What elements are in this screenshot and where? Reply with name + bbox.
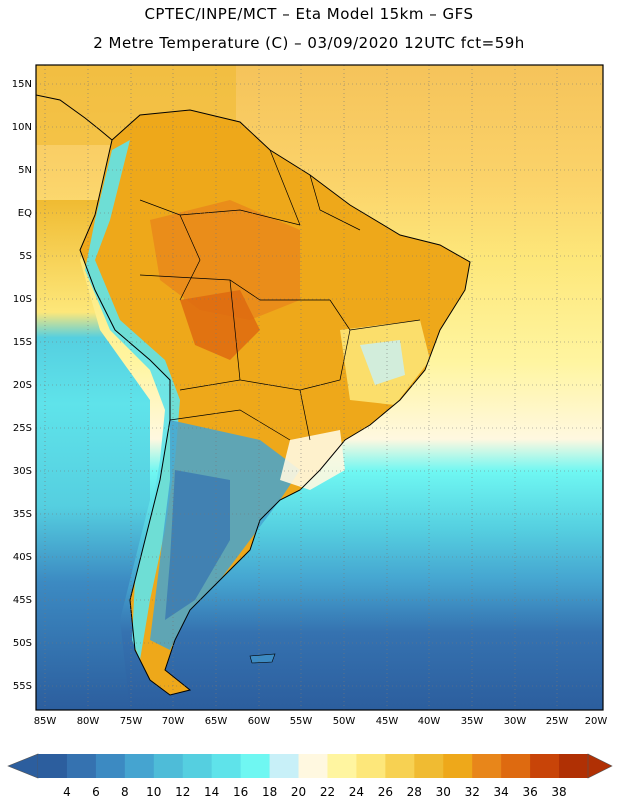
lon-label: 40W — [418, 716, 441, 727]
lon-label: 55W — [290, 716, 313, 727]
lat-label: EQ — [18, 208, 32, 219]
map-frame — [35, 64, 604, 711]
country-borders — [139, 149, 421, 441]
colorbar-label: 14 — [204, 785, 219, 799]
colorbar-swatch — [356, 754, 386, 778]
lat-label: 40S — [13, 552, 32, 563]
coastline — [79, 109, 471, 696]
colorbar-label: 24 — [349, 785, 364, 799]
lon-label: 80W — [77, 716, 100, 727]
colorbar-swatch — [298, 754, 328, 778]
colorbar-swatch — [385, 754, 415, 778]
colorbar-swatch — [559, 754, 589, 778]
lat-label: 15S — [13, 337, 32, 348]
colorbar-arrow-high — [587, 753, 613, 779]
lat-label: 55S — [13, 681, 32, 692]
lat-label: 5N — [18, 165, 32, 176]
lon-label: 75W — [120, 716, 143, 727]
falkland-islands — [249, 653, 276, 664]
lat-label: 35S — [13, 509, 32, 520]
pacific-field — [36, 200, 150, 710]
colorbar-swatch — [66, 754, 97, 778]
lon-label: 20W — [585, 716, 608, 727]
colorbar-label: 6 — [92, 785, 100, 799]
lon-label: 45W — [376, 716, 399, 727]
colorbar-swatch — [530, 754, 560, 778]
colorbar-label: 38 — [551, 785, 566, 799]
colorbar-label: 28 — [407, 785, 422, 799]
southeast-brazil-cool-zone — [360, 340, 405, 385]
lon-label: 65W — [205, 716, 228, 727]
colorbar-label: 16 — [233, 785, 248, 799]
lat-label: 30S — [13, 466, 32, 477]
colorbar-label: 26 — [378, 785, 393, 799]
lat-label: 15N — [12, 79, 32, 90]
title-line-2: 2 Metre Temperature (C) – 03/09/2020 12U… — [93, 34, 525, 52]
colorbar-swatch — [414, 754, 444, 778]
uruguay-mild-zone — [280, 430, 345, 490]
interior-hot-zone — [150, 200, 300, 320]
colorbar-label: 30 — [436, 785, 451, 799]
colorbar-swatch — [443, 754, 473, 778]
colorbar-label: 18 — [262, 785, 277, 799]
lon-label: 50W — [333, 716, 356, 727]
colorbar-label: 22 — [320, 785, 335, 799]
map-gridlines — [36, 65, 603, 710]
colorbar-label: 36 — [522, 785, 537, 799]
lon-label: 30W — [504, 716, 527, 727]
colorbar-swatch — [211, 754, 242, 778]
lon-label: 70W — [162, 716, 185, 727]
colorbar-label: 32 — [465, 785, 480, 799]
latitude-axis: 15N 10N 5N EQ 5S 10S 15S 20S 25S 30S 35S… — [12, 79, 32, 692]
lon-label: 85W — [34, 716, 57, 727]
lon-label: 35W — [461, 716, 484, 727]
lat-label: 45S — [13, 595, 32, 606]
colorbar: 4 6 8 10 12 14 16 18 20 22 24 26 28 30 32 34 36 38 — [7, 753, 613, 799]
colorbar-label: 4 — [63, 785, 71, 799]
lat-label: 25S — [13, 423, 32, 434]
longitude-axis: 85W 80W 75W 70W 65W 60W 55W 50W 45W 40W … — [34, 716, 608, 727]
andes-cold-strip — [85, 140, 180, 660]
patagonia-cold-zone — [165, 470, 230, 620]
colorbar-swatch — [327, 754, 357, 778]
colorbar-swatch — [269, 754, 300, 778]
lat-label: 20S — [13, 380, 32, 391]
colorbar-swatch — [240, 754, 271, 778]
lon-label: 25W — [546, 716, 569, 727]
colorbar-label: 20 — [291, 785, 306, 799]
colorbar-swatch — [153, 754, 184, 778]
title-line-1: CPTEC/INPE/MCT – Eta Model 15km – GFS — [144, 5, 474, 23]
colorbar-swatch — [472, 754, 502, 778]
colorbar-swatch — [38, 754, 68, 778]
colorbar-swatch — [95, 754, 126, 778]
central-america — [36, 94, 113, 141]
colorbar-swatch — [501, 754, 531, 778]
lat-label: 10S — [13, 294, 32, 305]
chaco-hottest-zone — [180, 290, 260, 360]
colorbar-swatch — [124, 754, 155, 778]
colorbar-label: 12 — [175, 785, 190, 799]
colorbar-label: 8 — [121, 785, 129, 799]
lat-label: 5S — [19, 251, 32, 262]
lat-label: 10N — [12, 122, 32, 133]
lon-label: 60W — [248, 716, 271, 727]
colorbar-label: 10 — [146, 785, 161, 799]
colorbar-arrow-low — [7, 753, 39, 779]
lat-label: 50S — [13, 638, 32, 649]
colorbar-label: 34 — [494, 785, 509, 799]
colorbar-swatch — [182, 754, 213, 778]
